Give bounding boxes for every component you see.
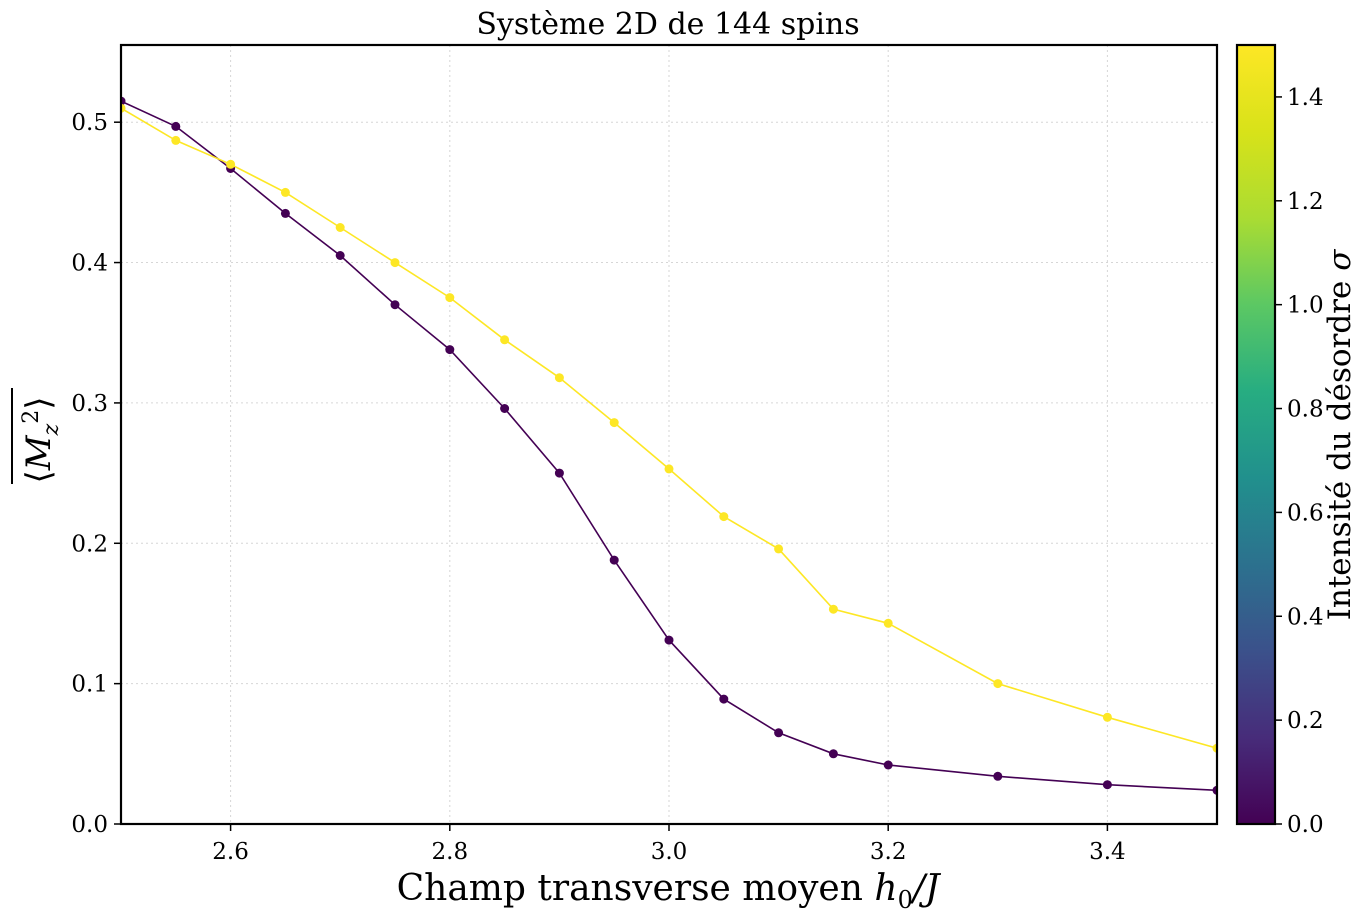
data-point: [500, 404, 510, 413]
colorbar-tick-label: 1.4: [1287, 85, 1324, 111]
colorbar-tick-label: 1.0: [1287, 293, 1324, 319]
data-point: [664, 464, 674, 474]
x-tick-label: 3.0: [651, 839, 688, 865]
data-point: [121, 96, 126, 106]
data-point: [500, 335, 510, 345]
data-point: [609, 555, 619, 565]
data-point: [828, 749, 838, 759]
data-point: [390, 300, 400, 310]
data-point: [1102, 712, 1112, 722]
x-tick-label: 2.8: [432, 839, 469, 865]
data-point: [609, 418, 619, 428]
series-1: [121, 103, 1217, 753]
data-point: [171, 121, 181, 131]
x-tick-label: 3.2: [870, 839, 907, 865]
y-tick-label: 0.5: [71, 110, 108, 136]
series-line: [121, 100, 1217, 792]
data-point: [445, 345, 455, 355]
grid: [121, 45, 1217, 825]
data-point: [390, 258, 400, 268]
chart-title: Système 2D de 144 spins: [476, 7, 859, 42]
data-point: [883, 618, 893, 628]
colorbar-tick-label: 0.0: [1287, 812, 1324, 838]
colorbar-tick-label: 0.8: [1287, 397, 1324, 423]
colorbar-ticks: 0.0 0.2 0.4 0.6 0.8 1.0 1.2 1.4: [1275, 85, 1324, 838]
y-axis-label: ⟨Mz2⟩: [19, 397, 64, 484]
data-point: [171, 135, 181, 145]
x-tick-label: 3.4: [1089, 839, 1126, 865]
x-axis-label: Champ transverse moyen h0/J: [397, 868, 942, 914]
data-point: [719, 512, 729, 522]
series-line: [121, 107, 1217, 749]
data-point: [335, 223, 345, 232]
data-point: [993, 771, 1003, 781]
colorbar-tick-label: 1.2: [1287, 189, 1324, 215]
y-tick-label: 0.0: [71, 812, 108, 838]
series-layer: [121, 96, 1217, 795]
y-tick-label: 0.3: [71, 391, 108, 417]
data-point: [226, 159, 236, 169]
data-point: [774, 544, 784, 554]
colorbar-tick-label: 0.4: [1287, 604, 1324, 630]
data-point: [774, 728, 784, 738]
y-tick-label: 0.1: [71, 672, 108, 698]
y-tick-label: 0.4: [71, 251, 108, 277]
data-point: [121, 103, 126, 113]
data-point: [445, 293, 455, 303]
data-point: [664, 635, 674, 645]
data-point: [335, 251, 345, 260]
data-point: [280, 187, 290, 197]
data-point: [1212, 743, 1217, 753]
data-point: [554, 373, 564, 383]
data-point: [719, 694, 729, 704]
data-point: [280, 208, 290, 218]
x-axis: 2.6 2.8 3.0 3.2 3.4: [212, 824, 1126, 865]
data-point: [883, 760, 893, 770]
colorbar-tick-label: 0.6: [1287, 500, 1324, 526]
data-point: [554, 468, 564, 478]
data-point: [1212, 785, 1217, 795]
y-tick-label: 0.2: [71, 531, 108, 557]
data-point: [1102, 780, 1112, 790]
colorbar: [1235, 43, 1277, 826]
x-tick-label: 2.6: [212, 839, 249, 865]
data-point: [828, 604, 838, 614]
data-point: [993, 679, 1003, 689]
colorbar-tick-label: 0.2: [1287, 708, 1324, 734]
y-axis: 0.0 0.1 0.2 0.3 0.4 0.5: [71, 110, 121, 838]
colorbar-label: Intensité du désordre σ: [1322, 249, 1358, 621]
